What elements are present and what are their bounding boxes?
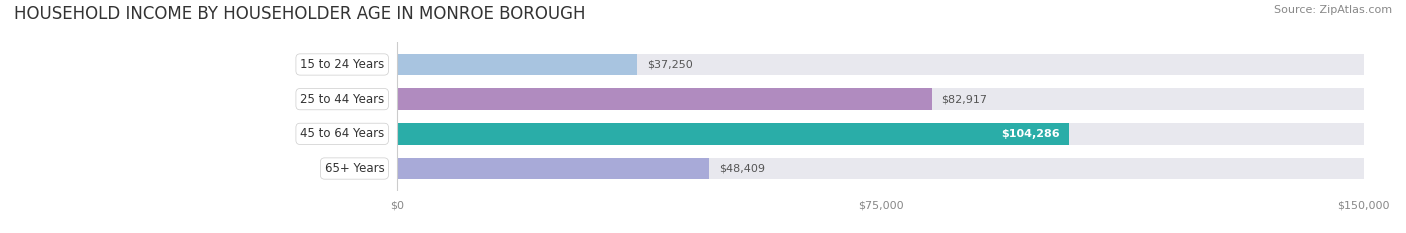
Text: $104,286: $104,286 <box>1001 129 1060 139</box>
Text: 15 to 24 Years: 15 to 24 Years <box>299 58 384 71</box>
Text: 25 to 44 Years: 25 to 44 Years <box>299 93 384 106</box>
Text: 45 to 64 Years: 45 to 64 Years <box>299 127 384 140</box>
Text: Source: ZipAtlas.com: Source: ZipAtlas.com <box>1274 5 1392 15</box>
Text: $37,250: $37,250 <box>647 59 693 69</box>
Bar <box>398 88 1364 110</box>
Bar <box>398 54 1364 75</box>
Text: 65+ Years: 65+ Years <box>325 162 384 175</box>
Bar <box>398 158 1364 179</box>
Bar <box>398 158 709 179</box>
Bar <box>398 88 932 110</box>
Text: HOUSEHOLD INCOME BY HOUSEHOLDER AGE IN MONROE BOROUGH: HOUSEHOLD INCOME BY HOUSEHOLDER AGE IN M… <box>14 5 585 23</box>
Text: $48,409: $48,409 <box>718 164 765 174</box>
Bar <box>398 54 637 75</box>
Bar <box>398 123 1069 145</box>
Bar <box>398 123 1364 145</box>
Text: $82,917: $82,917 <box>941 94 987 104</box>
